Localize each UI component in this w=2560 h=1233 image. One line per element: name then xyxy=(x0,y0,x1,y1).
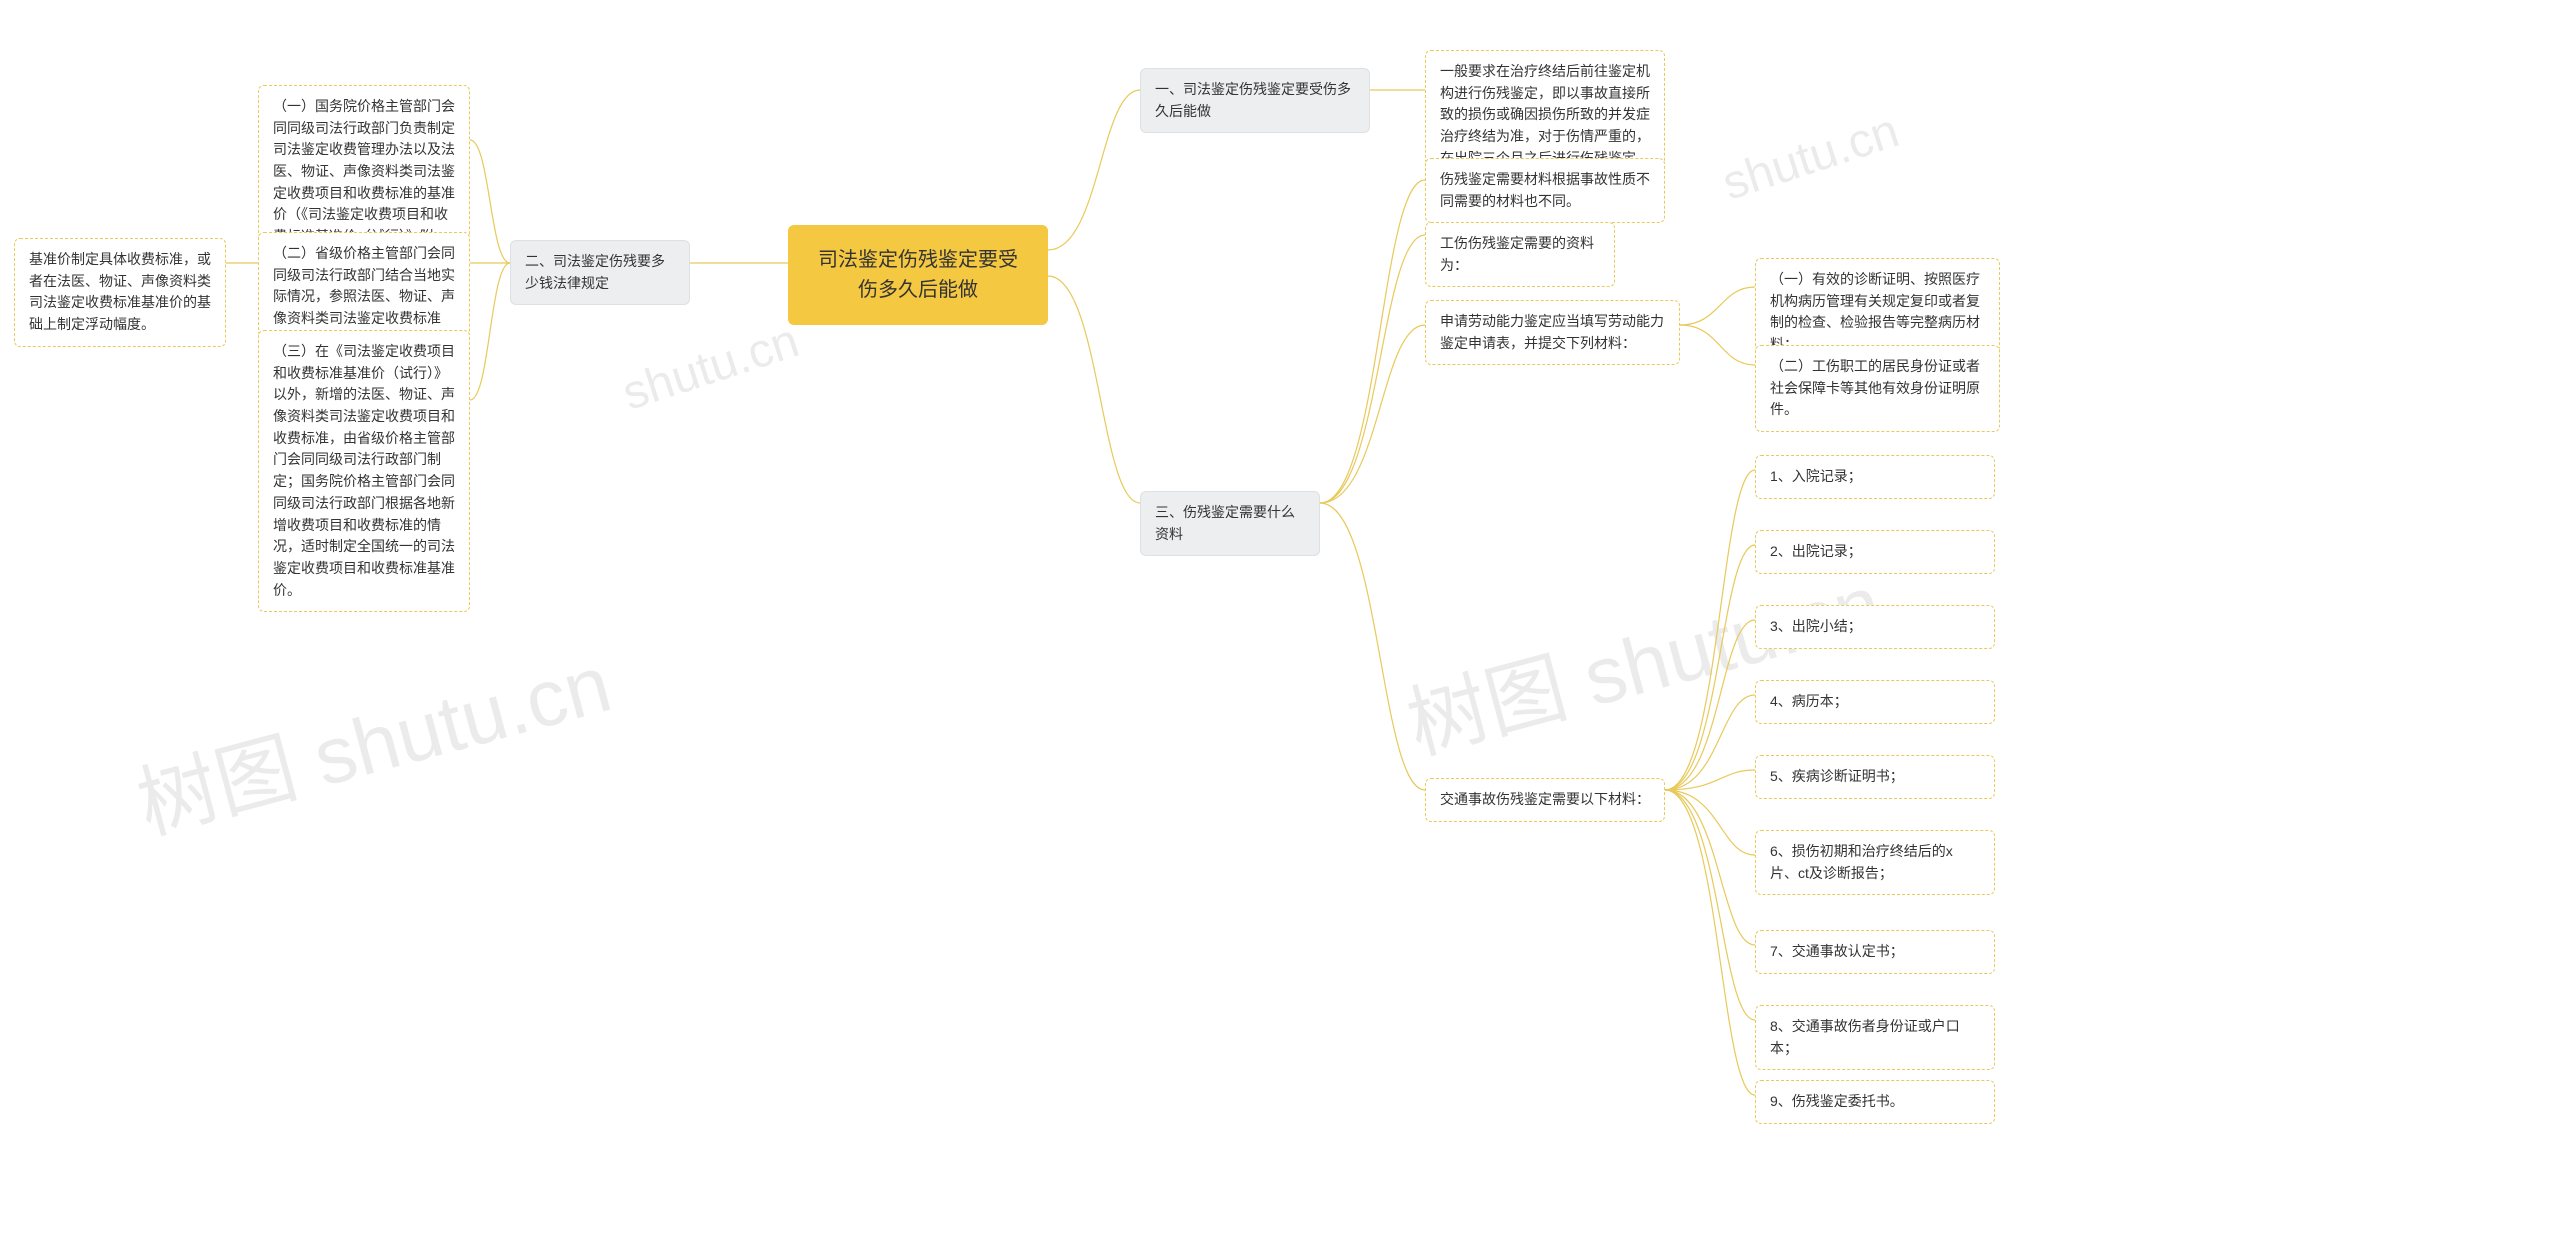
leaf-node[interactable]: 3、出院小结； xyxy=(1755,605,1995,649)
leaf-node[interactable]: 申请劳动能力鉴定应当填写劳动能力鉴定申请表，并提交下列材料： xyxy=(1425,300,1680,365)
leaf-node[interactable]: 5、疾病诊断证明书； xyxy=(1755,755,1995,799)
leaf-node[interactable]: （二）工伤职工的居民身份证或者社会保障卡等其他有效身份证明原件。 xyxy=(1755,345,2000,432)
branch-node-1[interactable]: 一、司法鉴定伤残鉴定要受伤多久后能做 xyxy=(1140,68,1370,133)
leaf-node[interactable]: 交通事故伤残鉴定需要以下材料： xyxy=(1425,778,1665,822)
branch-node-2[interactable]: 二、司法鉴定伤残要多少钱法律规定 xyxy=(510,240,690,305)
watermark-small: shutu.cn xyxy=(1716,103,1906,211)
leaf-node[interactable]: 2、出院记录； xyxy=(1755,530,1995,574)
leaf-node[interactable]: 工伤伤残鉴定需要的资料为： xyxy=(1425,222,1615,287)
watermark: 树图 shutu.cn xyxy=(123,619,621,856)
watermark: 树图 shutu.cn xyxy=(1393,539,1891,776)
leaf-node[interactable]: （二）省级价格主管部门会同同级司法行政部门结合当地实际情况，参照法医、物证、声像… xyxy=(258,232,470,341)
branch-node-3[interactable]: 三、伤残鉴定需要什么资料 xyxy=(1140,491,1320,556)
leaf-node[interactable]: （三）在《司法鉴定收费项目和收费标准基准价（试行）》以外，新增的法医、物证、声像… xyxy=(258,330,470,612)
leaf-node[interactable]: 伤残鉴定需要材料根据事故性质不同需要的材料也不同。 xyxy=(1425,158,1665,223)
leaf-node[interactable]: 1、入院记录； xyxy=(1755,455,1995,499)
leaf-node[interactable]: 基准价制定具体收费标准，或者在法医、物证、声像资料类司法鉴定收费标准基准价的基础… xyxy=(14,238,226,347)
leaf-node[interactable]: 4、病历本； xyxy=(1755,680,1995,724)
root-node[interactable]: 司法鉴定伤残鉴定要受伤多久后能做 xyxy=(788,225,1048,325)
leaf-node[interactable]: 9、伤残鉴定委托书。 xyxy=(1755,1080,1995,1124)
leaf-node[interactable]: 8、交通事故伤者身份证或户口本； xyxy=(1755,1005,1995,1070)
leaf-node[interactable]: 6、损伤初期和治疗终结后的x片、ct及诊断报告； xyxy=(1755,830,1995,895)
leaf-node[interactable]: 7、交通事故认定书； xyxy=(1755,930,1995,974)
watermark-small: shutu.cn xyxy=(616,313,806,421)
